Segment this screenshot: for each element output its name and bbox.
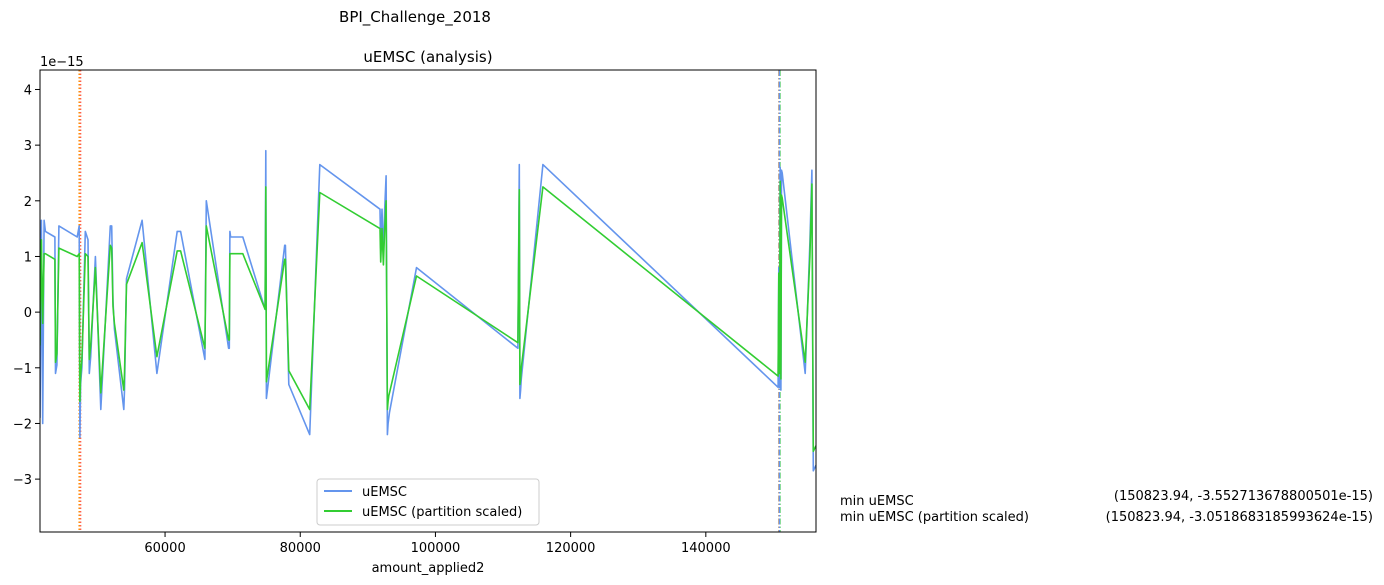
x-axis-label: amount_applied2: [372, 561, 485, 576]
y-tick-label: 4: [24, 83, 32, 98]
x-tick-label: 60000: [144, 541, 185, 556]
series-lines: [40, 149, 816, 472]
series-line-0: [40, 149, 816, 472]
legend-box: [316, 478, 540, 526]
x-tick-label: 140000: [681, 541, 731, 556]
series-line-1: [40, 180, 816, 453]
annotation-label-min-uemsc-partition-scaled: min uEMSC (partition scaled): [840, 510, 1029, 525]
legend: uEMSC uEMSC (partition scaled): [316, 478, 540, 526]
y-tick-label: 1: [24, 250, 32, 265]
x-axis: 60000 80000 100000 120000 140000: [144, 532, 731, 556]
axes-frame: [39, 69, 817, 533]
chart-title: uEMSC (analysis): [363, 48, 492, 66]
x-tick-label: 120000: [546, 541, 596, 556]
annotation-value-min-uemsc-partition-scaled: (150823.94, -3.0518683185993624e-15): [1105, 510, 1373, 525]
legend-label-uemsc-partition-scaled: uEMSC (partition scaled): [362, 505, 522, 520]
y-tick-label: 3: [24, 139, 32, 154]
vertical-markers: [78, 70, 781, 532]
y-offset-label: 1e−15: [40, 55, 84, 70]
x-tick-label: 100000: [411, 541, 461, 556]
y-tick-label: −1: [13, 362, 32, 377]
y-axis: −3 −2 −1 0 1 2 3 4: [13, 83, 40, 488]
figure-suptitle: BPI_Challenge_2018: [339, 8, 491, 27]
y-tick-label: −2: [13, 417, 32, 432]
legend-label-uemsc: uEMSC: [362, 485, 407, 500]
y-tick-label: 0: [24, 306, 32, 321]
y-tick-label: 2: [24, 195, 32, 210]
annotation-label-min-uemsc: min uEMSC: [840, 494, 914, 509]
plot-area: 60000 80000 100000 120000 140000 −3 −2 −1 0 1 2 3 4: [13, 69, 817, 556]
x-tick-label: 80000: [280, 541, 321, 556]
y-tick-label: −3: [13, 473, 32, 488]
annotation-value-min-uemsc: (150823.94, -3.552713678800501e-15): [1113, 489, 1373, 504]
